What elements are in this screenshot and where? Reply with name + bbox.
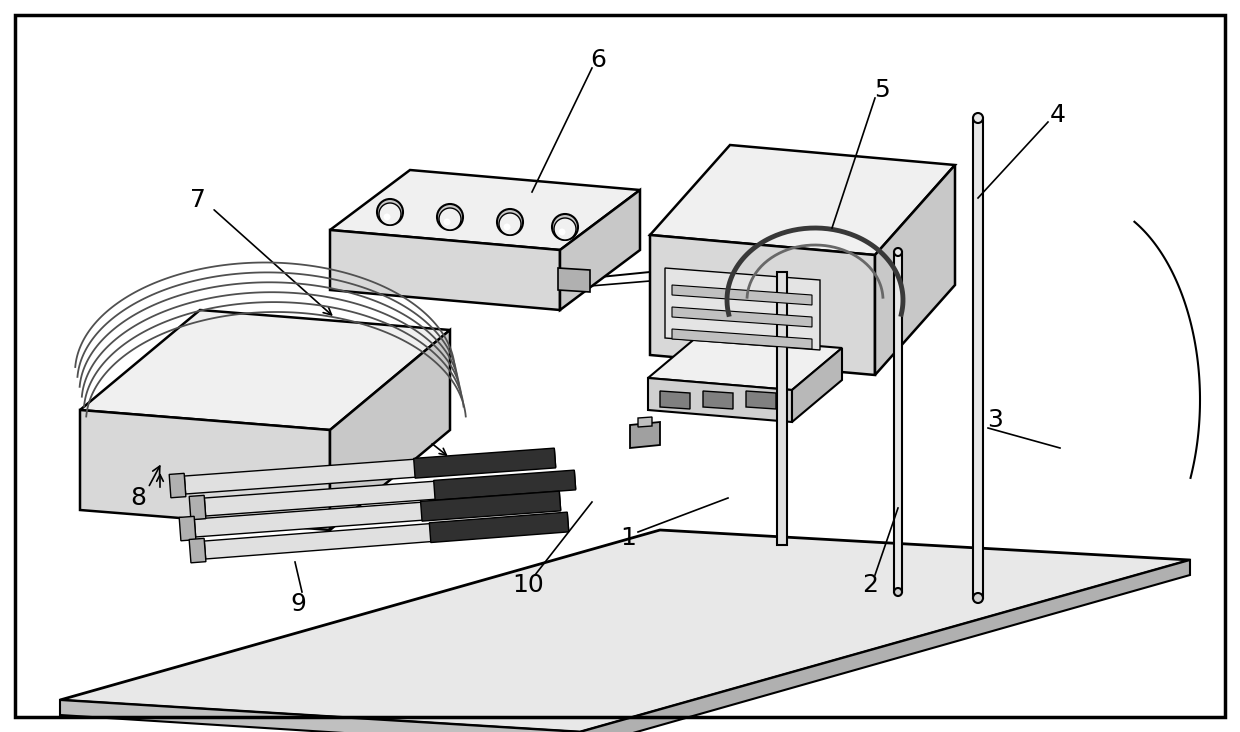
Polygon shape [205, 513, 569, 559]
Text: 3: 3 [987, 408, 1003, 432]
Polygon shape [169, 474, 186, 498]
Polygon shape [205, 471, 575, 516]
Polygon shape [672, 307, 812, 327]
Polygon shape [195, 492, 560, 537]
Text: 5: 5 [874, 78, 890, 102]
Circle shape [444, 218, 450, 225]
Text: 9: 9 [290, 592, 306, 616]
Polygon shape [639, 417, 652, 427]
Polygon shape [330, 230, 560, 310]
Polygon shape [60, 530, 1190, 732]
Polygon shape [60, 700, 580, 732]
Polygon shape [703, 391, 733, 409]
Polygon shape [185, 449, 556, 494]
Circle shape [498, 213, 521, 235]
Polygon shape [190, 538, 206, 563]
Circle shape [497, 209, 523, 235]
Polygon shape [429, 512, 569, 542]
Text: 10: 10 [512, 573, 544, 597]
Polygon shape [650, 145, 955, 255]
Polygon shape [973, 118, 983, 598]
Polygon shape [630, 422, 660, 448]
Polygon shape [414, 448, 556, 478]
Circle shape [379, 203, 401, 225]
Circle shape [894, 248, 901, 256]
Text: 2: 2 [862, 573, 878, 597]
Circle shape [973, 113, 983, 123]
Polygon shape [330, 330, 450, 530]
Circle shape [383, 214, 391, 220]
Polygon shape [746, 391, 776, 409]
Circle shape [439, 208, 461, 230]
Text: 4: 4 [1050, 103, 1066, 127]
Polygon shape [190, 496, 206, 520]
Polygon shape [179, 516, 196, 541]
Polygon shape [649, 378, 792, 422]
Polygon shape [434, 470, 575, 500]
Polygon shape [660, 391, 689, 409]
Polygon shape [81, 410, 330, 530]
Polygon shape [875, 165, 955, 375]
Text: 6: 6 [590, 48, 606, 72]
Polygon shape [560, 190, 640, 310]
Polygon shape [894, 252, 901, 592]
Polygon shape [792, 348, 842, 422]
Polygon shape [672, 329, 812, 349]
Circle shape [894, 588, 901, 596]
Circle shape [558, 228, 565, 236]
Circle shape [436, 204, 463, 230]
Text: 8: 8 [130, 486, 146, 510]
Text: 1: 1 [620, 526, 636, 550]
Polygon shape [580, 560, 1190, 732]
Polygon shape [81, 310, 450, 430]
Polygon shape [650, 235, 875, 375]
Text: 7: 7 [190, 188, 206, 212]
Circle shape [552, 214, 578, 240]
Polygon shape [330, 170, 640, 250]
Polygon shape [672, 285, 812, 305]
Circle shape [377, 199, 403, 225]
Polygon shape [665, 268, 820, 350]
Circle shape [554, 218, 577, 240]
Polygon shape [558, 268, 590, 292]
Polygon shape [777, 272, 787, 545]
Polygon shape [420, 491, 560, 521]
Polygon shape [649, 336, 842, 390]
Circle shape [503, 223, 511, 231]
Circle shape [973, 593, 983, 603]
